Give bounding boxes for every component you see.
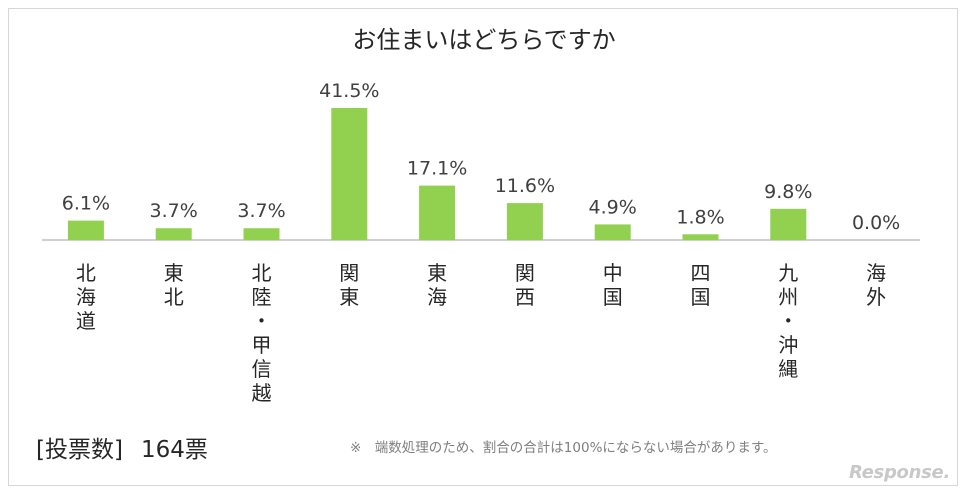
bar-5 xyxy=(419,185,456,240)
vote-count: [投票数] 164票 xyxy=(36,430,208,464)
chart-frame xyxy=(8,8,958,486)
data-label-4: 41.5% xyxy=(319,80,379,102)
data-label-7: 4.9% xyxy=(589,196,637,218)
data-label-2: 3.7% xyxy=(150,200,198,222)
bar-4 xyxy=(331,108,368,240)
data-label-10: 0.0% xyxy=(852,212,900,234)
data-label-8: 1.8% xyxy=(676,206,724,228)
category-label-3: 北陸・甲信越 xyxy=(252,261,272,405)
data-label-1: 6.1% xyxy=(62,193,110,215)
category-label-8: 四国 xyxy=(691,261,711,309)
data-label-6: 11.6% xyxy=(495,175,555,197)
bar-9 xyxy=(770,208,807,240)
category-label-1: 北海道 xyxy=(76,261,96,333)
bar-8 xyxy=(682,234,719,240)
category-label-10: 海外 xyxy=(866,261,886,309)
footnote: ※ 端数処理のため、割合の合計は100%にならない場合があります。 xyxy=(350,440,777,456)
vote-count-value: 164票 xyxy=(140,437,208,463)
brand-watermark: Response. xyxy=(848,462,950,483)
category-label-4: 関東 xyxy=(339,261,359,309)
category-label-2: 東北 xyxy=(164,261,184,309)
chart-title: お住まいはどちらですか xyxy=(352,26,615,54)
category-label-7: 中国 xyxy=(603,261,623,309)
data-label-5: 17.1% xyxy=(407,158,467,180)
category-label-6: 関西 xyxy=(515,261,535,309)
category-label-5: 東海 xyxy=(427,261,447,309)
vote-count-label: [投票数] xyxy=(36,437,123,463)
data-label-9: 9.8% xyxy=(764,181,812,203)
bar-6 xyxy=(506,203,543,240)
bar-2 xyxy=(155,228,192,240)
category-label-9: 九州・沖縄 xyxy=(778,261,798,381)
bar-7 xyxy=(594,224,631,240)
data-label-3: 3.7% xyxy=(237,200,285,222)
bar-1 xyxy=(67,220,104,240)
bar-3 xyxy=(243,228,280,240)
